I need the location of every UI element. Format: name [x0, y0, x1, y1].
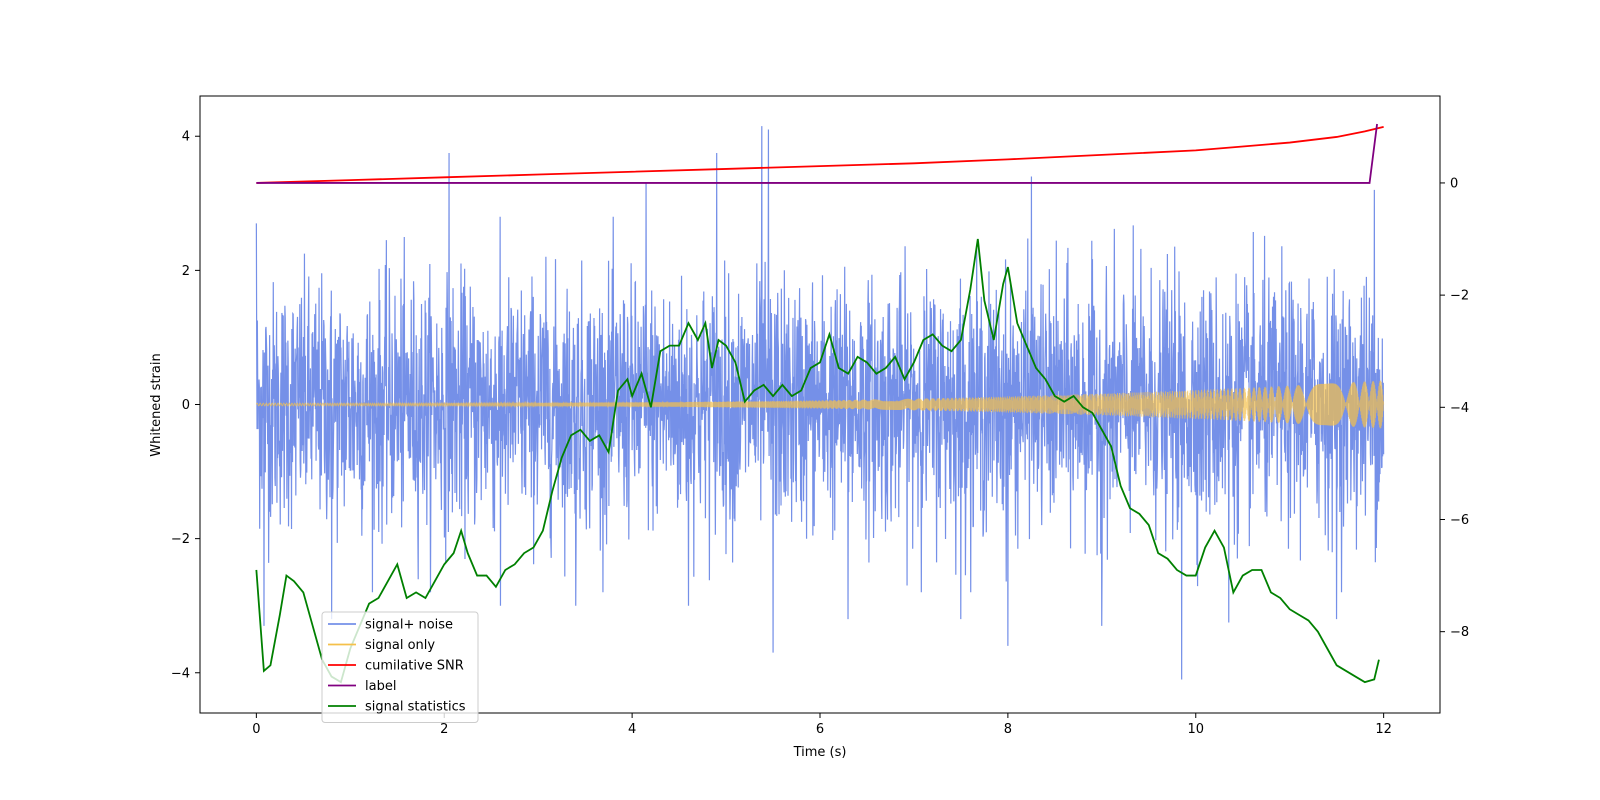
legend-label: cumilative SNR [365, 659, 464, 674]
x-tick-label: 4 [628, 722, 636, 737]
series-signal-only [255, 380, 1385, 429]
x-tick-label: 0 [252, 722, 260, 737]
legend-label: signal statistics [365, 700, 466, 715]
legend: signal+ noise signal only cumilative SNR la… [321, 611, 479, 723]
series-label [256, 123, 1378, 184]
legend-item: signal+ noise [328, 618, 453, 633]
y2-tick-label: −8 [1450, 625, 1469, 640]
legend-item: label [328, 679, 396, 694]
y-tick-label: −2 [171, 532, 190, 547]
x-tick-label: 6 [816, 722, 824, 737]
y-tick-label: −4 [171, 666, 190, 681]
legend-label: label [365, 679, 396, 694]
y-tick-label: 2 [182, 264, 190, 279]
series-cumulative-snr [256, 125, 1384, 184]
x-tick-label: 2 [440, 722, 448, 737]
y-tick-label: 4 [182, 130, 190, 145]
x-tick-label: 10 [1187, 722, 1204, 737]
legend-label: signal+ noise [365, 618, 453, 633]
x-tick-label: 8 [1004, 722, 1012, 737]
y2-tick-label: −2 [1450, 289, 1469, 304]
y2-tick-label: −4 [1450, 401, 1469, 416]
y-axis-label: Whitened strain [149, 353, 164, 456]
y2-tick-label: −6 [1450, 513, 1469, 528]
x-tick-label: 12 [1375, 722, 1392, 737]
legend-label: signal only [365, 638, 435, 653]
x-axis-label: Time (s) [793, 745, 847, 760]
legend-item: cumilative SNR [328, 659, 464, 674]
legend-item: signal only [328, 638, 435, 653]
legend-item: signal statistics [328, 700, 466, 715]
y-tick-label: 0 [182, 398, 190, 413]
series-signal-statistics [255, 238, 1380, 684]
y2-tick-label: 0 [1450, 176, 1458, 191]
legend-box [321, 611, 479, 723]
series-signal-noise [255, 126, 1385, 680]
